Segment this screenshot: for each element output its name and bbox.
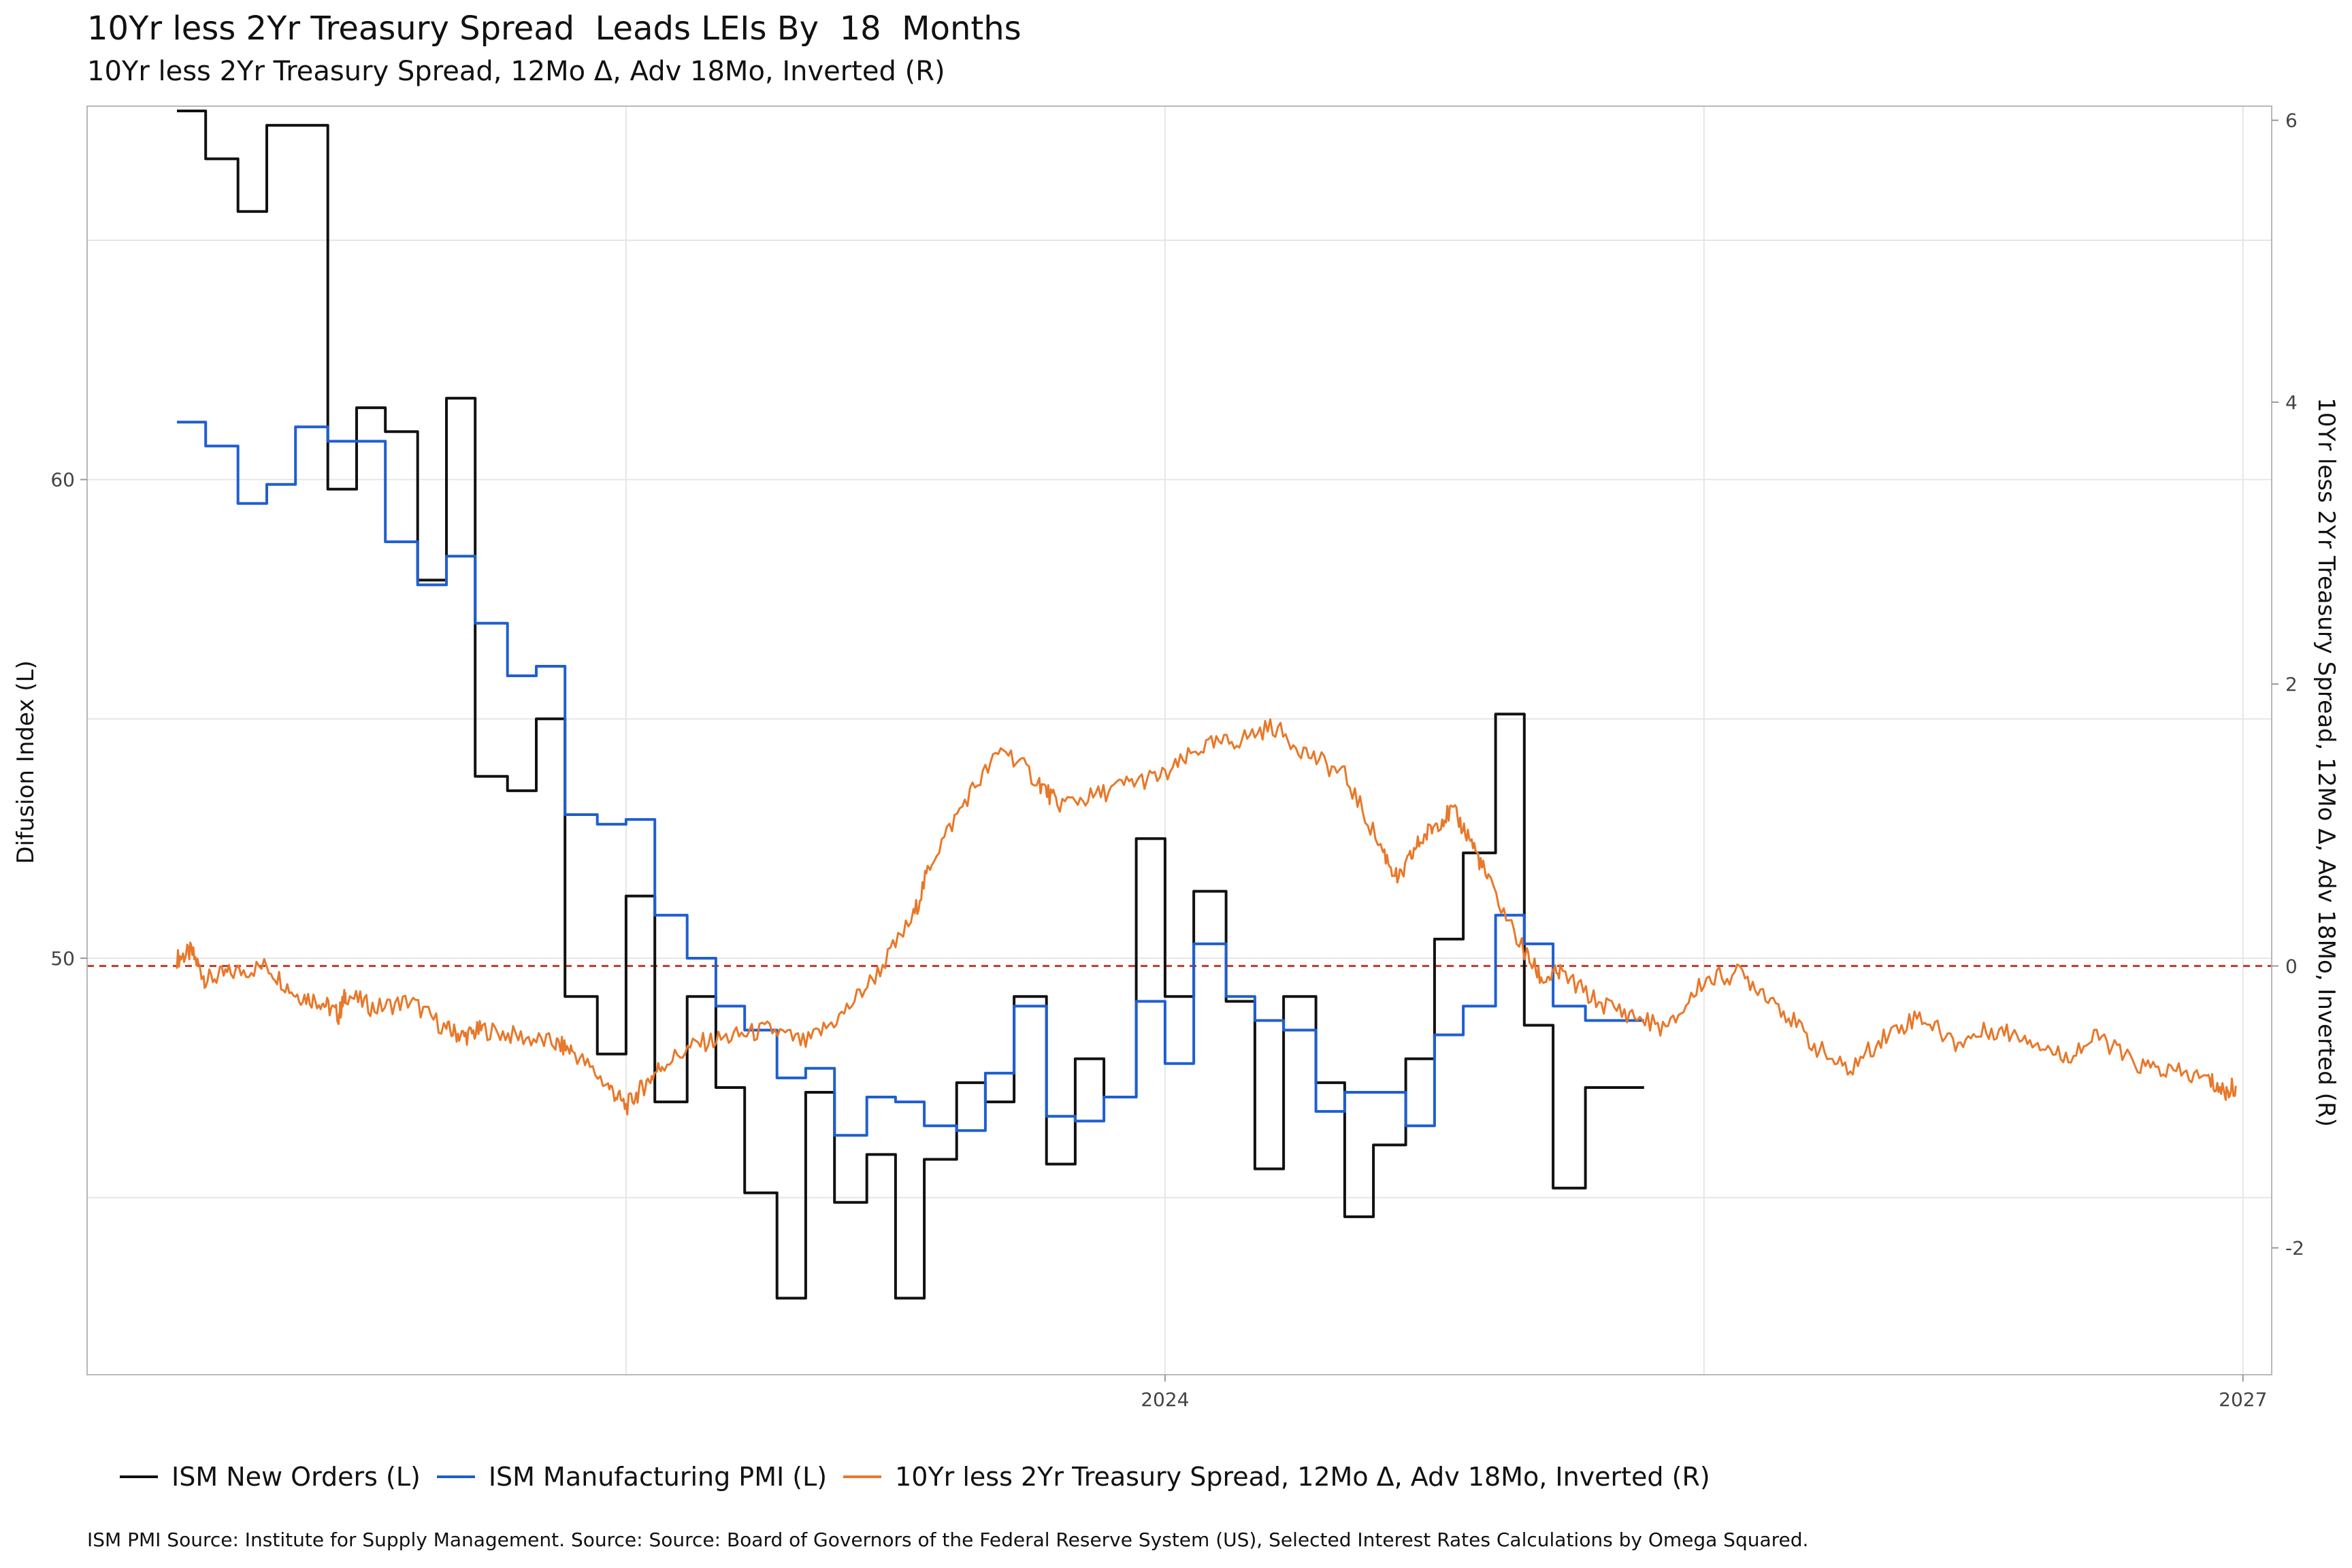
source-note: ISM PMI Source: Institute for Supply Man… xyxy=(87,1529,1809,1551)
series-line-ism-pmi xyxy=(177,421,1644,1137)
y-right-tick-label: 0 xyxy=(2285,955,2298,977)
plot-border xyxy=(86,105,2272,1375)
x-tick-label: 2027 xyxy=(2219,1388,2267,1411)
legend-item-pmi: ISM Manufacturing PMI (L) xyxy=(436,1462,828,1492)
legend-item-spread: 10Yr less 2Yr Treasury Spread, 12Mo Δ, A… xyxy=(843,1462,1710,1492)
legend-label-new-orders: ISM New Orders (L) xyxy=(172,1462,421,1492)
series-layer xyxy=(176,110,2237,1300)
y-right-tick-label: 6 xyxy=(2285,110,2298,132)
y-axis-right-label: 10Yr less 2Yr Treasury Spread, 12Mo Δ, A… xyxy=(2313,397,2340,1127)
legend-item-new-orders: ISM New Orders (L) xyxy=(120,1462,421,1492)
y-left-tick-label: 60 xyxy=(50,469,75,491)
tick-layer: 50 60 -2 0 2 4 6 2024 2027 xyxy=(50,110,2304,1411)
series-line-treasury-spread xyxy=(176,718,2237,1115)
legend-swatch-spread xyxy=(843,1475,882,1478)
y-axis-left-label: Difusion Index (L) xyxy=(12,660,39,864)
y-right-tick-label: 2 xyxy=(2285,673,2298,696)
legend-swatch-new-orders xyxy=(120,1475,158,1478)
chart-title: 10Yr less 2Yr Treasury Spread Leads LEIs… xyxy=(87,10,1022,48)
y-left-tick-label: 50 xyxy=(50,947,75,970)
legend-swatch-pmi xyxy=(436,1475,475,1478)
legend: ISM New Orders (L) ISM Manufacturing PMI… xyxy=(120,1462,1727,1492)
legend-label-spread: 10Yr less 2Yr Treasury Spread, 12Mo Δ, A… xyxy=(895,1462,1710,1492)
legend-label-pmi: ISM Manufacturing PMI (L) xyxy=(488,1462,828,1492)
series-line-ism-new-orders xyxy=(177,110,1644,1300)
chart-subtitle: 10Yr less 2Yr Treasury Spread, 12Mo Δ, A… xyxy=(87,56,945,87)
x-tick-label: 2024 xyxy=(1141,1388,1189,1411)
y-right-tick-label: 4 xyxy=(2285,391,2298,414)
y-right-tick-label: -2 xyxy=(2285,1237,2304,1260)
grid-layer xyxy=(87,106,2272,1375)
